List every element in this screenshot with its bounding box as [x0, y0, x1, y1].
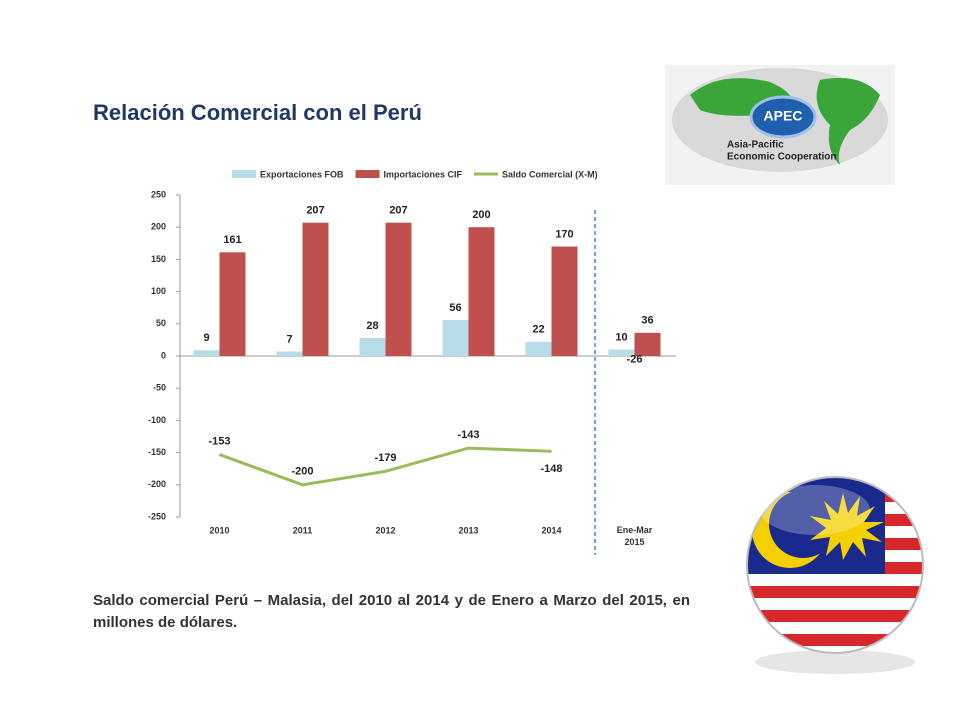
shadow [755, 650, 915, 674]
data-label: 56 [449, 302, 461, 314]
data-label: -179 [374, 452, 396, 464]
x-tick-label: 2012 [375, 525, 395, 535]
data-label: 7 [286, 333, 292, 345]
legend-swatch [232, 170, 256, 178]
x-tick-label: 2010 [209, 525, 229, 535]
legend-label: Saldo Comercial (X-M) [502, 169, 598, 179]
y-tick-label: 250 [151, 189, 166, 199]
data-label: 170 [555, 228, 573, 240]
y-tick-label: -150 [148, 447, 166, 457]
data-label: 10 [615, 331, 627, 343]
y-tick-label: 50 [156, 318, 166, 328]
data-label: 28 [366, 320, 378, 332]
bar [525, 341, 552, 356]
data-label: -200 [291, 466, 313, 478]
y-tick-label: -100 [148, 415, 166, 425]
bar [193, 350, 220, 356]
legend-swatch [355, 170, 380, 178]
logo-name: APEC [764, 108, 803, 124]
line-series [218, 446, 552, 487]
data-label: 207 [306, 205, 324, 217]
gloss [760, 485, 870, 535]
y-tick-label: -200 [148, 479, 166, 489]
bar [634, 332, 661, 356]
map-land [816, 77, 880, 165]
y-tick-label: 0 [161, 350, 166, 360]
data-label: 36 [641, 315, 653, 327]
bar [468, 227, 495, 356]
sphere-rim [746, 476, 924, 654]
logo-text: Economic Cooperation [727, 152, 836, 163]
bar [359, 337, 386, 356]
x-tick-label: 2014 [541, 525, 561, 535]
y-tick-label: 150 [151, 254, 166, 264]
line-point [633, 371, 636, 374]
data-label: -148 [540, 463, 562, 475]
y-tick-label: -50 [153, 383, 166, 393]
data-label: 200 [472, 209, 490, 221]
bar [219, 252, 246, 356]
y-tick-label: 100 [151, 286, 166, 296]
data-label: 161 [223, 234, 241, 246]
bar [551, 246, 578, 356]
bar [302, 222, 329, 356]
data-label: -153 [208, 435, 230, 447]
bar [442, 319, 469, 356]
slide-title: Relación Comercial con el Perú [93, 100, 422, 125]
x-tick-label: 2011 [293, 525, 313, 535]
data-label: -143 [457, 429, 479, 441]
y-tick-label: 200 [151, 222, 166, 232]
apec-logo: APEC Asia-Pacific Economic Cooperation [665, 65, 895, 185]
data-label: 9 [203, 332, 209, 344]
x-tick-label: 2013 [458, 525, 478, 535]
star [810, 493, 884, 560]
data-label: 207 [389, 205, 407, 217]
logo-text: Asia-Pacific [727, 140, 784, 151]
malaysia-flag-sphere [746, 476, 924, 674]
bar [608, 349, 635, 356]
data-label: 22 [532, 324, 544, 336]
data-label: -26 [627, 354, 643, 366]
bar [385, 222, 412, 356]
caption: Saldo comercial Perú – Malasia, del 2010… [93, 592, 690, 631]
y-tick-label: -250 [148, 511, 166, 521]
legend-label: Exportaciones FOB [260, 169, 344, 179]
bar [276, 351, 303, 356]
logo-badge [749, 95, 817, 139]
x-tick-label: Ene-Mar 2015 [617, 525, 653, 547]
crescent-cut [769, 490, 837, 558]
legend-label: Importaciones CIF [384, 169, 463, 179]
